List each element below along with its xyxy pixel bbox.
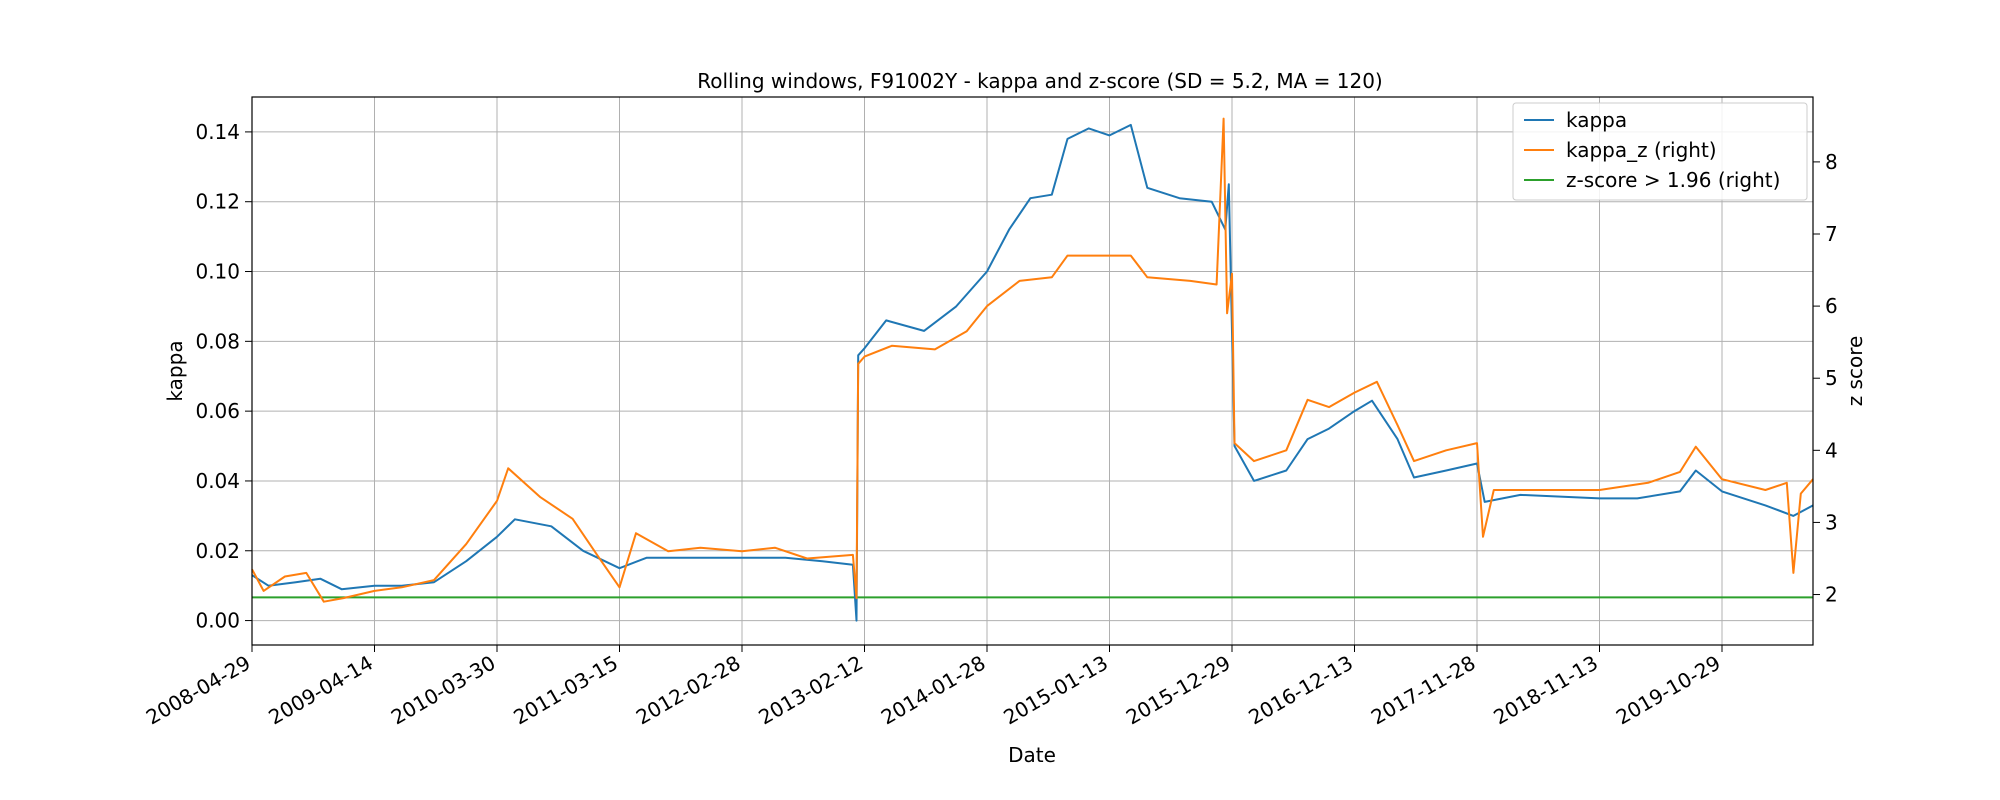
y-right-tick-label: 8 (1825, 150, 1838, 174)
x-tick-label: 2008-04-29 (142, 651, 255, 730)
x-tick-label: 2009-04-14 (264, 651, 377, 730)
series-line-kappa-z-right (251, 117, 1814, 603)
x-tick-label: 2013-02-12 (754, 651, 867, 730)
y-tick-label: 0.12 (195, 190, 240, 214)
legend: kappa kappa_z (right) z-score > 1.96 (righ… (1512, 102, 1808, 201)
x-tick-label: 2012-02-28 (632, 651, 745, 730)
y-right-tick-label: 3 (1825, 510, 1838, 534)
x-tick-label: 2018-11-13 (1489, 651, 1602, 730)
y-tick-label: 0.02 (195, 539, 240, 563)
x-tick-label: 2014-01-28 (877, 651, 990, 730)
y-axis-label: kappa (163, 340, 187, 401)
x-tick-label: 2017-11-28 (1367, 651, 1480, 730)
x-axis: 2008-04-29 2009-04-14 2010-03-30 2011-03-15… (142, 645, 1725, 729)
plot-frame (251, 96, 1814, 646)
legend-box (1512, 102, 1808, 201)
legend-label: z-score > 1.96 (right) (1566, 168, 1780, 192)
x-axis-label: Date (1008, 743, 1056, 767)
series-lines (251, 117, 1814, 622)
chart-title: Rolling windows, F91002Y - kappa and z-s… (697, 69, 1383, 93)
y-axis-left: 0.00 0.02 0.04 0.06 0.08 0.10 0.12 0.14 (195, 120, 252, 633)
y-axis-right-label: z score (1843, 336, 1867, 407)
x-tick-label: 2016-12-13 (1244, 651, 1357, 730)
x-tick-label: 2015-01-13 (999, 651, 1112, 730)
y-right-tick-label: 6 (1825, 294, 1838, 318)
y-axis-right: 2 3 4 5 6 7 8 (1813, 150, 1838, 607)
legend-label: kappa_z (right) (1566, 138, 1717, 162)
x-tick-label: 2015-12-29 (1122, 651, 1235, 730)
y-tick-label: 0.14 (195, 120, 240, 144)
y-right-tick-label: 4 (1825, 438, 1838, 462)
y-tick-label: 0.06 (195, 399, 240, 423)
y-tick-label: 0.00 (195, 609, 240, 633)
y-right-tick-label: 7 (1825, 222, 1838, 246)
legend-label: kappa (1566, 108, 1627, 132)
y-tick-label: 0.08 (195, 329, 240, 353)
x-tick-label: 2011-03-15 (509, 651, 622, 730)
y-right-tick-label: 2 (1825, 583, 1838, 607)
x-tick-label: 2010-03-30 (387, 651, 500, 730)
y-tick-label: 0.10 (195, 260, 240, 284)
y-right-tick-label: 5 (1825, 366, 1838, 390)
y-tick-label: 0.04 (195, 469, 240, 493)
x-tick-label: 2019-10-29 (1612, 651, 1725, 730)
